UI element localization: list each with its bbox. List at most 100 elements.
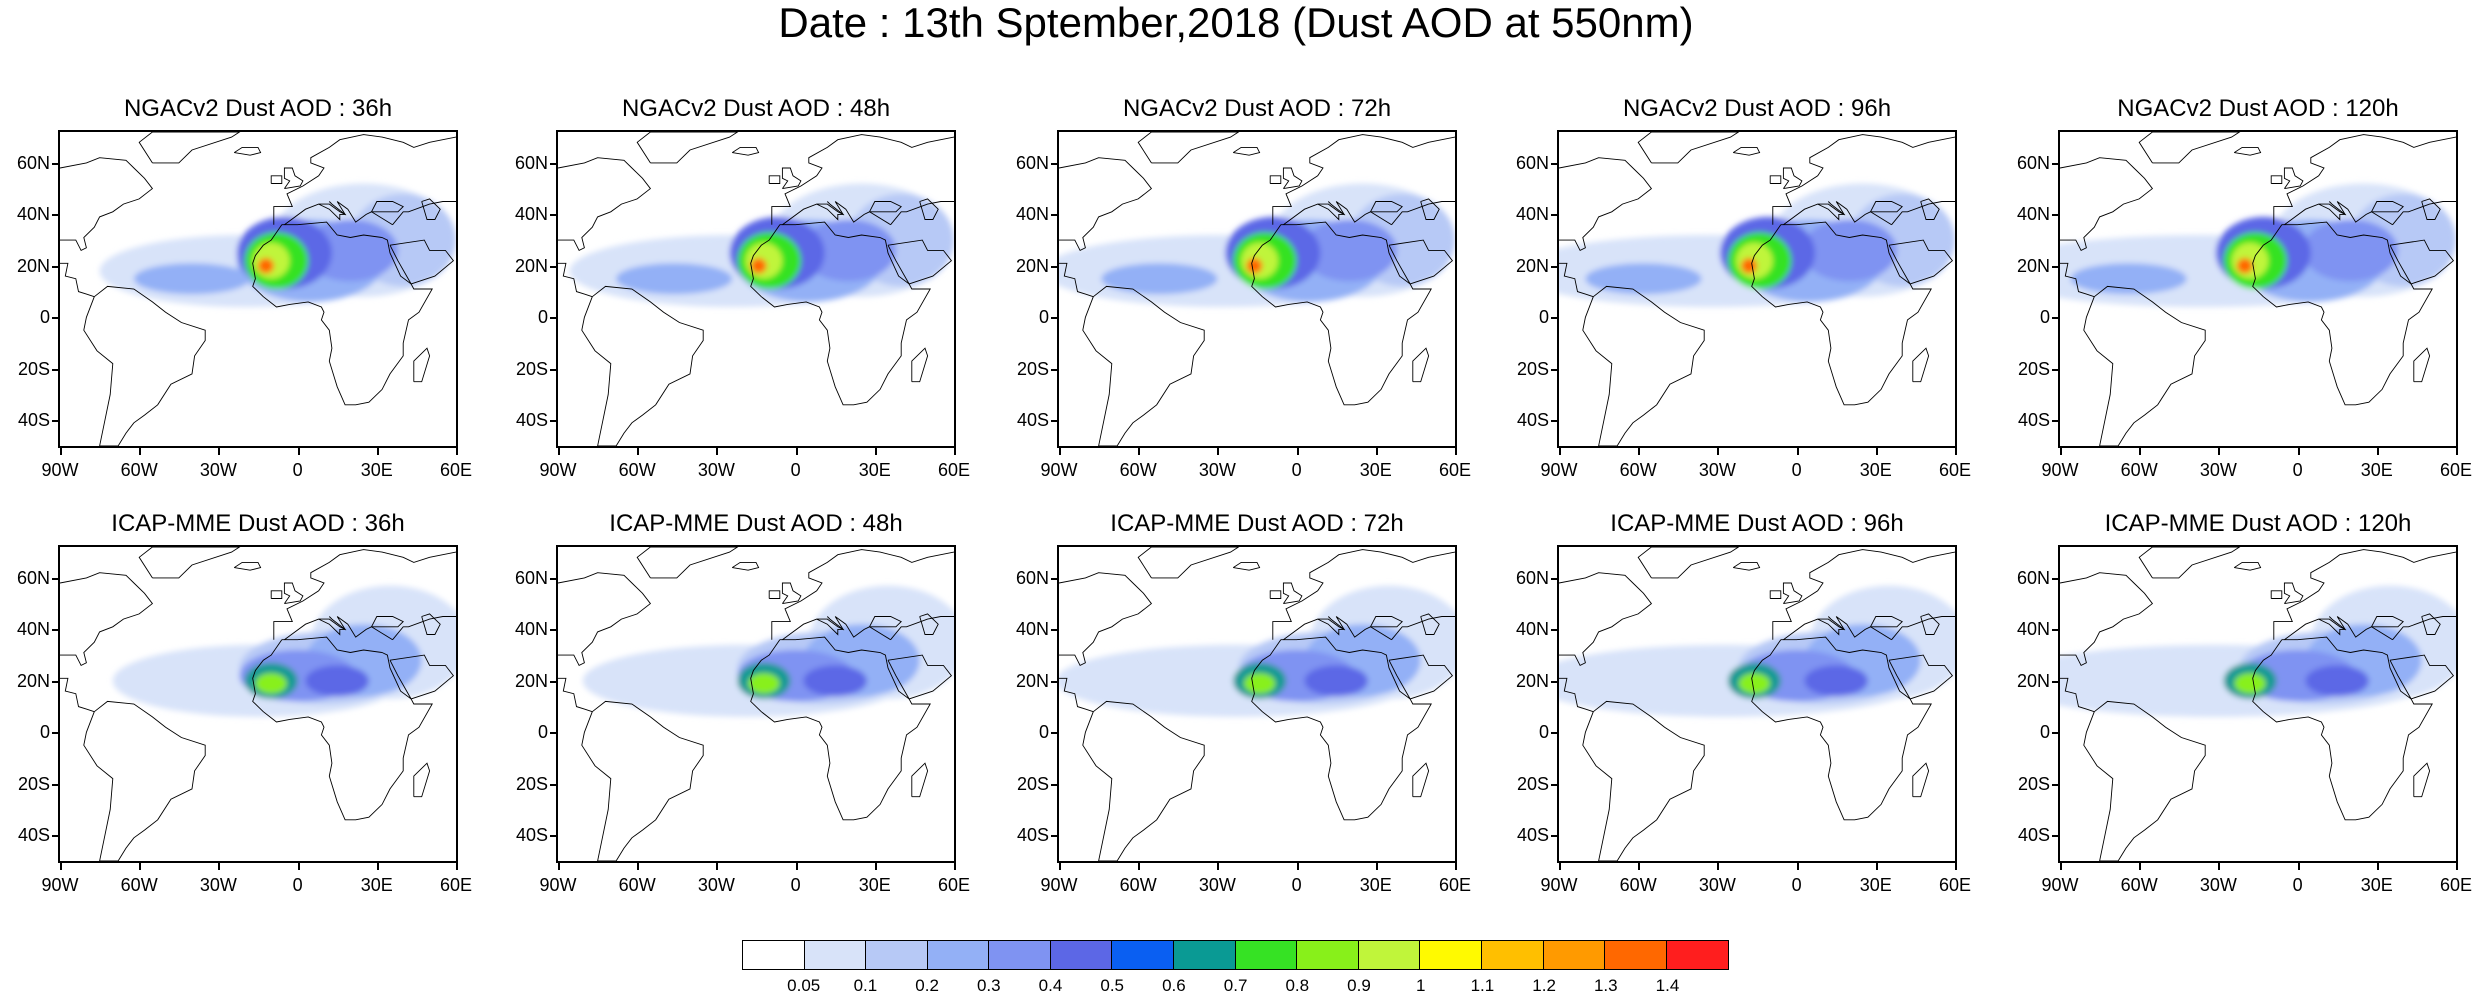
latitude-label: 20N bbox=[2016, 255, 2050, 276]
latitude-label: 0 bbox=[537, 307, 548, 328]
longitude-tick bbox=[1955, 448, 1957, 455]
longitude-label: 30E bbox=[360, 460, 393, 480]
latitude-label: 40N bbox=[2016, 619, 2050, 640]
latitude-tick bbox=[52, 732, 58, 735]
latitude-tick bbox=[550, 420, 556, 423]
latitude-tick bbox=[1051, 162, 1057, 165]
dust-plume bbox=[582, 585, 954, 717]
colorbar-label: 0.4 bbox=[1038, 976, 1063, 995]
latitude-label: 20S bbox=[1516, 773, 1549, 794]
coastline bbox=[392, 616, 456, 640]
latitude-tick bbox=[550, 732, 556, 735]
coastline bbox=[2413, 762, 2431, 798]
coastline bbox=[2252, 221, 2433, 406]
coastline bbox=[2392, 616, 2456, 640]
latitude-label: 0 bbox=[39, 722, 50, 743]
coastline bbox=[2270, 590, 2283, 599]
coastline bbox=[83, 285, 206, 446]
dust-aod-map bbox=[1059, 547, 1455, 861]
coastline bbox=[911, 762, 929, 798]
dust-aod-map bbox=[558, 132, 954, 446]
longitude-tick bbox=[1455, 863, 1457, 870]
latitude-tick bbox=[52, 420, 58, 423]
panel-title: ICAP-MME Dust AOD : 120h bbox=[2104, 510, 2412, 537]
coastline bbox=[1732, 561, 1761, 571]
map-panel bbox=[2058, 545, 2458, 863]
coastline bbox=[1732, 146, 1761, 156]
coastline bbox=[1391, 201, 1455, 225]
latitude-label: 20S bbox=[2017, 773, 2050, 794]
plume-contour bbox=[1304, 665, 1368, 697]
longitude-label: 90W bbox=[1040, 875, 1078, 895]
plume-contour bbox=[1738, 673, 1771, 694]
coastline bbox=[1870, 616, 1903, 628]
dust-aod-map bbox=[60, 132, 456, 446]
longitude-tick bbox=[2376, 448, 2379, 455]
longitude-tick bbox=[2456, 863, 2458, 870]
longitude-tick bbox=[2376, 863, 2379, 870]
longitude-label: 60E bbox=[1938, 875, 1972, 895]
longitude-label: 30W bbox=[199, 875, 237, 895]
coastline bbox=[1637, 132, 1740, 164]
coastline bbox=[919, 198, 939, 220]
coastline bbox=[284, 616, 393, 641]
latitude-tick bbox=[1551, 577, 1557, 580]
latitude-tick bbox=[1051, 317, 1057, 320]
longitude-label: 60E bbox=[439, 460, 473, 480]
coastline bbox=[2371, 201, 2404, 213]
longitude-label: 60W bbox=[2120, 875, 2158, 895]
longitude-tick bbox=[1717, 448, 1720, 455]
coastline bbox=[1772, 134, 1955, 225]
latitude-label: 40S bbox=[1016, 410, 1049, 431]
coastline bbox=[731, 146, 760, 156]
colorbar-swatch bbox=[1297, 941, 1359, 969]
coastline bbox=[1082, 285, 1205, 446]
longitude-label: 30W bbox=[697, 875, 735, 895]
longitude-tick bbox=[716, 448, 719, 455]
coastline bbox=[1888, 654, 1954, 700]
latitude-tick bbox=[2052, 783, 2058, 786]
longitude-tick bbox=[376, 863, 379, 870]
coastline bbox=[890, 201, 954, 225]
coastline bbox=[1137, 132, 1240, 164]
colorbar-swatch bbox=[866, 941, 928, 969]
dust-plume bbox=[1059, 183, 1455, 308]
colorbar-swatch bbox=[1666, 941, 1729, 969]
plume-contour bbox=[1741, 258, 1757, 274]
latitude-label: 0 bbox=[537, 722, 548, 743]
coastline bbox=[1817, 616, 1846, 636]
latitude-tick bbox=[2052, 629, 2058, 632]
plume-contour bbox=[1585, 263, 1702, 295]
coastline bbox=[1283, 201, 1392, 226]
longitude-tick bbox=[1875, 863, 1878, 870]
latitude-tick bbox=[550, 835, 556, 838]
latitude-label: 20S bbox=[17, 358, 50, 379]
coastline bbox=[1637, 547, 1740, 579]
plume-contour bbox=[258, 258, 274, 274]
longitude-label: 30E bbox=[1859, 875, 1892, 895]
coastline bbox=[1420, 613, 1440, 635]
coastline bbox=[869, 201, 902, 213]
latitude-tick bbox=[1051, 420, 1057, 423]
latitude-label: 20S bbox=[1516, 358, 1549, 379]
latitude-label: 60N bbox=[1015, 567, 1049, 588]
latitude-label: 40S bbox=[1516, 825, 1549, 846]
longitude-tick bbox=[1138, 448, 1141, 455]
latitude-label: 20S bbox=[17, 773, 50, 794]
latitude-label: 40N bbox=[514, 619, 548, 640]
dust-aod-map bbox=[2060, 132, 2456, 446]
coastline bbox=[318, 616, 347, 636]
coastline bbox=[1251, 221, 1432, 406]
coastline bbox=[2389, 654, 2455, 700]
longitude-tick bbox=[456, 863, 458, 870]
latitude-tick bbox=[1551, 732, 1557, 735]
dust-aod-map bbox=[60, 547, 456, 861]
longitude-label: 30E bbox=[2360, 460, 2393, 480]
longitude-tick bbox=[1638, 863, 1641, 870]
longitude-label: 60E bbox=[937, 460, 971, 480]
coastline bbox=[1282, 582, 1303, 605]
longitude-tick bbox=[218, 863, 221, 870]
coastline bbox=[371, 616, 404, 628]
latitude-tick bbox=[1051, 214, 1057, 217]
longitude-label: 90W bbox=[539, 460, 577, 480]
